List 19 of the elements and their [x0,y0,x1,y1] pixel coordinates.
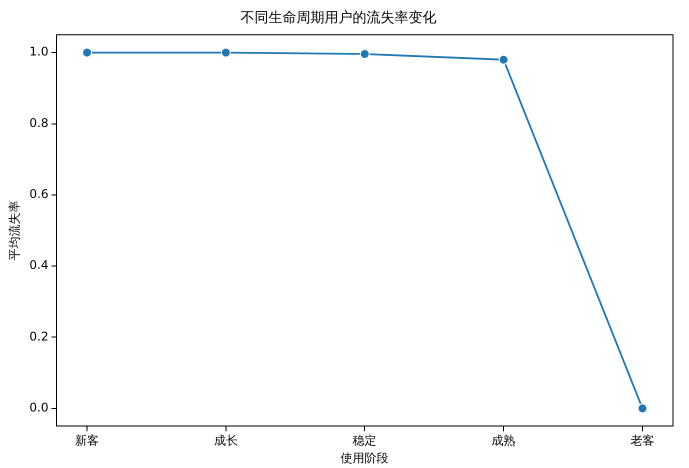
x-tick-label: 稳定 [352,434,377,448]
y-tick-label: 0.6 [29,187,48,202]
x-tick-label: 新客 [75,434,100,448]
y-tick-label: 0.0 [29,400,48,415]
y-tick-label: 1.0 [29,44,48,59]
x-tick-label: 成长 [214,434,238,448]
y-axis-title: 平均流失率 [7,200,22,260]
point [220,48,231,58]
x-tick-label: 老客 [630,434,654,448]
y-tick-label: 0.8 [29,116,48,130]
point [360,49,370,60]
point [82,48,92,58]
y-tick-label: 0.2 [29,329,48,344]
chart-title: 不同生命周期用户的流失率变化 [240,10,436,26]
point [637,403,648,414]
y-tick-label: 0.4 [29,258,48,272]
x-tick-label: 成熟 [492,434,516,448]
x-axis-title: 使用阶段 [340,450,389,465]
point [498,54,509,65]
